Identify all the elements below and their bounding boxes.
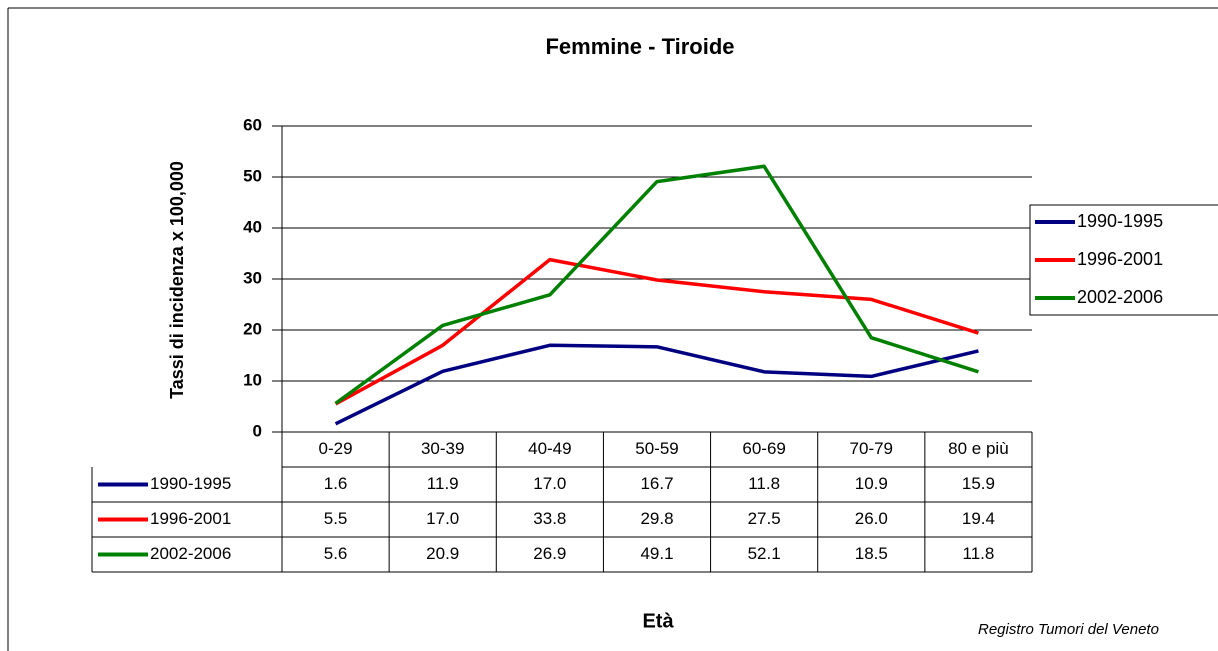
x-tick-label: 50-59 <box>635 439 678 458</box>
table-cell: 26.9 <box>533 544 566 563</box>
legend-label: 2002-2006 <box>1077 287 1163 307</box>
y-tick-label: 10 <box>243 370 262 389</box>
source-note: Registro Tumori del Veneto <box>978 621 1159 638</box>
table-row-label: 2002-2006 <box>150 544 231 563</box>
table-cell: 17.0 <box>426 509 459 528</box>
y-tick-label: 0 <box>253 421 262 440</box>
legend-label: 1996-2001 <box>1077 249 1163 269</box>
table-cell: 29.8 <box>640 509 673 528</box>
table-row-label: 1996-2001 <box>150 509 231 528</box>
table-cell: 11.8 <box>963 544 995 563</box>
table-cell: 17.0 <box>533 474 566 493</box>
table-cell: 11.9 <box>427 474 459 493</box>
table-cell: 26.0 <box>855 509 888 528</box>
table-cell: 11.8 <box>748 474 780 493</box>
table-cell: 27.5 <box>748 509 781 528</box>
x-tick-label: 0-29 <box>319 439 353 458</box>
table-cell: 1.6 <box>324 474 348 493</box>
table-cell: 10.9 <box>855 474 888 493</box>
table-cell: 18.5 <box>855 544 888 563</box>
x-tick-label: 60-69 <box>742 439 785 458</box>
series-line <box>334 164 979 405</box>
table-cell: 19.4 <box>962 509 995 528</box>
legend-label: 1990-1995 <box>1077 211 1163 231</box>
chart-title: Femmine - Tiroide <box>545 34 734 59</box>
x-tick-label: 80 e più <box>948 439 1009 458</box>
table-cell: 5.6 <box>324 544 348 563</box>
table-cell: 52.1 <box>748 544 781 563</box>
table-row-label: 1990-1995 <box>150 474 231 493</box>
x-axis-label: Età <box>642 610 674 632</box>
table-cell: 5.5 <box>324 509 348 528</box>
y-tick-label: 60 <box>243 115 262 134</box>
x-tick-label: 30-39 <box>421 439 464 458</box>
table-cell: 15.9 <box>962 474 995 493</box>
x-tick-label: 70-79 <box>850 439 893 458</box>
x-tick-label: 40-49 <box>528 439 571 458</box>
series-line <box>334 343 979 426</box>
table-cell: 49.1 <box>640 544 673 563</box>
y-tick-label: 40 <box>243 217 262 236</box>
y-tick-label: 30 <box>243 268 262 287</box>
table-cell: 33.8 <box>533 509 566 528</box>
y-tick-label: 20 <box>243 319 262 338</box>
y-axis-label: Tassi di incidenza x 100,000 <box>167 161 187 399</box>
table-cell: 16.7 <box>640 474 673 493</box>
series-line <box>334 257 979 406</box>
y-tick-label: 50 <box>243 166 262 185</box>
table-cell: 20.9 <box>426 544 459 563</box>
